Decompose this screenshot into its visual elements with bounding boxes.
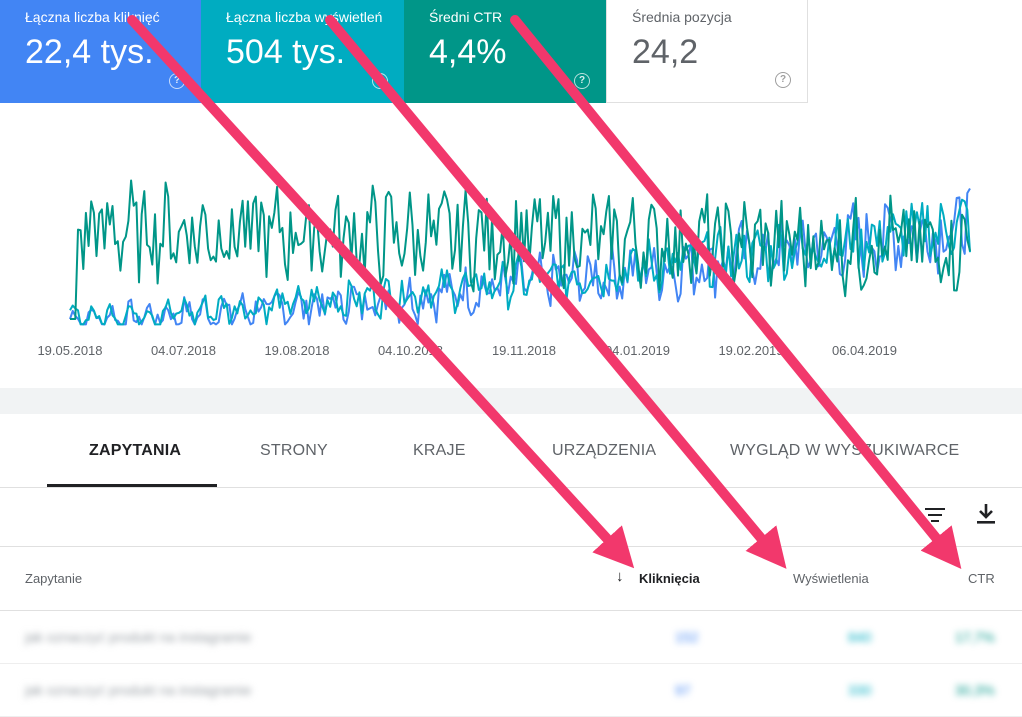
- query-cell[interactable]: jak oznaczyć produkt na instagramie: [25, 682, 252, 698]
- x-tick-label: 19.05.2018: [37, 343, 102, 358]
- metric-card-ctr[interactable]: Średni CTR 4,4% ?: [404, 0, 606, 103]
- x-tick-label: 19.08.2018: [264, 343, 329, 358]
- filter-icon[interactable]: [925, 508, 945, 524]
- column-header-impressions[interactable]: Wyświetlenia: [793, 571, 869, 586]
- metric-value: 22,4 tys.: [25, 33, 154, 71]
- metric-label: Średni CTR: [429, 9, 503, 25]
- table-toolbar: [0, 488, 1022, 547]
- x-tick-label: 19.02.2019: [718, 343, 783, 358]
- metric-card-clicks[interactable]: Łączna liczba kliknięć 22,4 tys. ?: [0, 0, 201, 103]
- tab-devices[interactable]: URZĄDZENIA: [552, 442, 657, 459]
- column-header-query[interactable]: Zapytanie: [25, 571, 83, 586]
- metric-label: Łączna liczba wyświetleń: [226, 9, 383, 25]
- table-row[interactable]: jak oznaczyć produkt na instagramie 152 …: [0, 611, 1022, 664]
- dimension-tabs: ZAPYTANIA STRONY KRAJE URZĄDZENIA WYGLĄD…: [0, 414, 1022, 488]
- metric-card-impressions[interactable]: Łączna liczba wyświetleń 504 tys. ?: [201, 0, 404, 103]
- column-header-clicks[interactable]: Kliknięcia: [639, 571, 700, 586]
- tab-search-appearance[interactable]: WYGLĄD W WYSZUKIWARCE: [730, 442, 960, 459]
- metric-value: 24,2: [632, 33, 699, 71]
- help-icon[interactable]: ?: [372, 73, 388, 89]
- help-icon[interactable]: ?: [169, 73, 185, 89]
- metric-value: 4,4%: [429, 33, 507, 71]
- table-header: Zapytanie ↓ Kliknięcia Wyświetlenia CTR: [0, 547, 1022, 611]
- help-icon[interactable]: ?: [574, 73, 590, 89]
- sort-arrow-icon[interactable]: ↓: [616, 568, 624, 585]
- metric-label: Średnia pozycja: [632, 9, 732, 25]
- table-row[interactable]: jak oznaczyć produkt na instagramie 97 3…: [0, 664, 1022, 717]
- impressions-cell: 840: [848, 629, 872, 645]
- x-tick-label: 04.10.2018: [378, 343, 443, 358]
- column-header-ctr[interactable]: CTR: [968, 571, 995, 586]
- help-icon[interactable]: ?: [775, 72, 791, 88]
- x-tick-label: 04.01.2019: [605, 343, 670, 358]
- performance-chart[interactable]: 19.05.2018 04.07.2018 19.08.2018 04.10.2018…: [0, 103, 1022, 388]
- metric-card-position[interactable]: Średnia pozycja 24,2 ?: [606, 0, 808, 103]
- section-divider: [0, 388, 1022, 414]
- x-tick-label: 06.04.2019: [832, 343, 897, 358]
- clicks-cell: 152: [675, 629, 699, 645]
- active-tab-indicator: [47, 484, 217, 487]
- ctr-cell: 30,3%: [955, 682, 995, 698]
- tab-countries[interactable]: KRAJE: [413, 442, 466, 459]
- tab-queries[interactable]: ZAPYTANIA: [89, 442, 182, 459]
- x-tick-label: 04.07.2018: [151, 343, 216, 358]
- tab-pages[interactable]: STRONY: [260, 442, 328, 459]
- download-icon[interactable]: [975, 502, 997, 526]
- metric-value: 504 tys.: [226, 33, 346, 71]
- chart-x-ticks: 19.05.2018 04.07.2018 19.08.2018 04.10.2018…: [37, 343, 897, 358]
- metric-cards: Łączna liczba kliknięć 22,4 tys. ? Łączn…: [0, 0, 808, 103]
- metric-label: Łączna liczba kliknięć: [25, 9, 160, 25]
- clicks-cell: 97: [675, 682, 691, 698]
- chart-svg: 19.05.2018 04.07.2018 19.08.2018 04.10.2018…: [37, 179, 971, 358]
- ctr-cell: 17,7%: [955, 629, 995, 645]
- chart-series-group: [69, 179, 971, 326]
- query-cell[interactable]: jak oznaczyć produkt na instagramie: [25, 629, 252, 645]
- impressions-cell: 330: [848, 682, 872, 698]
- x-tick-label: 19.11.2018: [492, 343, 556, 358]
